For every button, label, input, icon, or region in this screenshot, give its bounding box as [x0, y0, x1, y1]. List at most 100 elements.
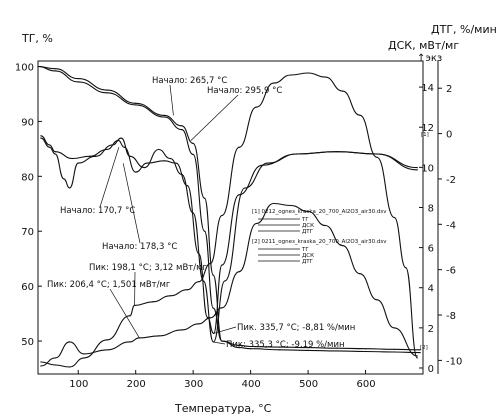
legend: [1] 0212_ogneз_kraska_20_700_Al2O3_air30… — [252, 209, 387, 265]
annotation-peak-206: Пик: 206,4 °C; 1,501 мВт/мг — [47, 280, 171, 290]
y-tick-label-dsc: 14 — [421, 83, 434, 94]
data-point — [416, 355, 418, 357]
y-tick-label-dtg: -10 — [446, 356, 462, 367]
data-point — [209, 317, 211, 319]
annotation-onset-171: Начало: 170,7 °C — [60, 206, 135, 216]
data-point — [77, 77, 79, 80]
data-point — [419, 351, 421, 354]
annotation-leader — [213, 341, 226, 345]
data-point — [221, 214, 223, 217]
legend-entry-dsc-2: ДСК — [302, 253, 314, 259]
data-point — [238, 347, 240, 349]
data-point — [77, 81, 79, 83]
exo-marker: ↑экз — [417, 53, 442, 64]
data-point — [416, 167, 418, 169]
data-point — [198, 253, 200, 255]
data-point — [83, 353, 85, 355]
data-point — [212, 274, 214, 276]
data-point — [272, 82, 275, 84]
data-point — [48, 146, 51, 148]
data-point — [63, 178, 65, 180]
data-point — [204, 197, 206, 199]
data-point — [307, 349, 309, 351]
y-axis-label-dsc: ДСК, мВт/мг — [388, 39, 459, 52]
data-point — [169, 295, 171, 297]
data-point — [307, 347, 309, 349]
data-point — [83, 357, 85, 359]
data-point — [290, 74, 292, 76]
data-point — [341, 244, 344, 247]
data-point — [278, 349, 280, 351]
annotation-leader — [213, 326, 237, 334]
data-point — [324, 224, 326, 227]
annotation-peak-198: Пик: 198,1 °C; 3,12 мВт/мг — [89, 263, 208, 273]
y-tick-label-left: 80 — [21, 172, 34, 183]
y-tick-label-dsc: 0 — [428, 364, 434, 375]
data-point — [224, 280, 226, 282]
x-tick-label: 400 — [242, 379, 261, 390]
y-tick-label-dsc: 2 — [428, 324, 434, 335]
data-point — [376, 153, 378, 155]
legend-file-2: [2] 0211_ogneз_kraska_20_700_Al2O3_air30… — [252, 239, 387, 245]
data-point — [192, 212, 194, 214]
data-point — [135, 171, 137, 173]
y-tick-label-dsc: 10 — [421, 163, 434, 174]
data-point — [158, 335, 160, 337]
data-point — [129, 155, 131, 157]
data-point — [393, 348, 395, 350]
data-point — [364, 350, 367, 353]
curve-marker-2: [2] — [420, 345, 428, 351]
data-point — [163, 160, 166, 162]
data-point — [359, 273, 361, 275]
legend-file-1: [1] 0212_ogneз_kraska_20_700_Al2O3_air30… — [252, 209, 387, 215]
data-point — [238, 194, 240, 196]
data-point — [364, 348, 367, 350]
data-point — [416, 169, 418, 171]
annotation-leader — [109, 288, 140, 339]
legend-entry-tg-1: ТГ — [301, 217, 309, 223]
data-point — [94, 155, 97, 157]
data-point — [204, 230, 206, 232]
annotation-leader — [99, 147, 120, 208]
data-point — [181, 125, 183, 127]
data-point — [267, 162, 269, 164]
data-point — [163, 116, 166, 118]
legend-entry-tg-2: ТГ — [301, 247, 309, 253]
y-tick-label-left: 100 — [15, 62, 34, 73]
data-point — [341, 90, 344, 92]
data-point — [152, 301, 154, 303]
y-tick-label-dtg: -6 — [446, 266, 456, 277]
annotation-leader — [169, 84, 174, 116]
data-point — [54, 357, 56, 359]
data-point — [106, 89, 108, 91]
data-point — [244, 187, 246, 189]
data-point — [181, 329, 183, 331]
data-point — [250, 348, 252, 350]
data-point — [278, 346, 280, 348]
plot-frame — [37, 60, 424, 375]
y-tick-label-dtg: 0 — [446, 130, 452, 141]
y-tick-label-dtg: 2 — [446, 84, 452, 95]
data-point — [261, 164, 263, 166]
y-tick-label-dtg: -4 — [446, 220, 456, 231]
x-tick-label: 600 — [357, 379, 376, 390]
data-point — [202, 280, 205, 282]
data-point — [175, 162, 177, 164]
data-point — [181, 129, 183, 131]
data-point — [106, 148, 108, 151]
annotation-onset-265: Начало: 265,7 °C — [152, 76, 227, 86]
data-point — [238, 344, 240, 347]
data-point — [206, 316, 209, 318]
data-point — [393, 351, 395, 353]
data-point — [117, 139, 120, 141]
data-point — [307, 72, 309, 74]
series-line-2 — [40, 72, 418, 368]
data-point — [169, 157, 171, 160]
data-point — [192, 153, 194, 155]
annotation-leader — [190, 94, 239, 141]
y-tick-label-dsc: 6 — [428, 244, 434, 255]
legend-entry-dtg-2: ДТГ — [302, 259, 314, 265]
data-point — [54, 70, 56, 72]
data-point — [393, 327, 395, 329]
